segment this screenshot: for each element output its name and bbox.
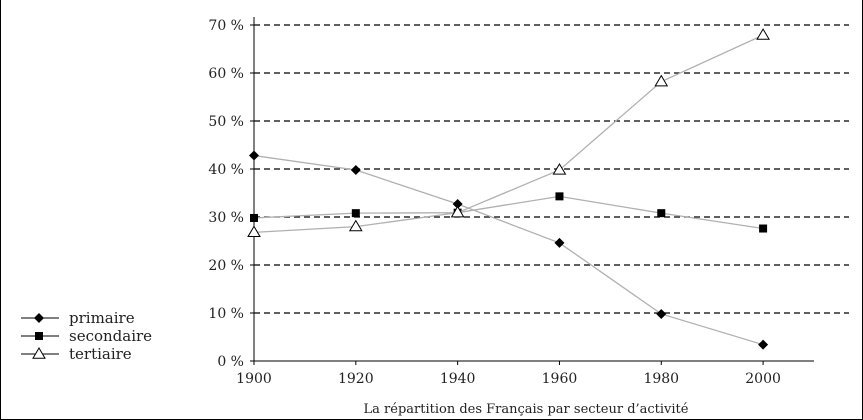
y-tick-label: 0 % [217, 354, 244, 370]
legend-label-tertiaire: tertiaire [69, 345, 132, 363]
data-point-tertiaire [654, 74, 669, 87]
x-tick-label: 1920 [338, 371, 374, 387]
legend-label-secondaire: secondaire [69, 327, 152, 345]
series-line-secondaire [253, 195, 764, 230]
data-point-tertiaire [348, 219, 363, 232]
x-tick-label: 1900 [236, 371, 272, 387]
chart-caption: La répartition des Français par secteur … [364, 402, 689, 417]
y-tick-label: 70 % [208, 18, 244, 34]
series-line-primaire [253, 154, 764, 346]
y-tick-label: 30 % [208, 210, 244, 226]
data-point-tertiaire [552, 162, 567, 175]
series-lines [247, 28, 770, 350]
y-tick-label: 60 % [208, 66, 244, 82]
axes: 0 % 10 % 20 % 30 % 40 % 50 % 60 % 70 % 1900 1920 1… [208, 17, 814, 387]
x-tick-label: 1980 [643, 371, 679, 387]
data-point-primaire [452, 199, 463, 210]
x-tick-label: 1960 [542, 371, 578, 387]
y-tick-label: 20 % [208, 258, 244, 274]
data-point-primaire [350, 164, 361, 175]
data-point-secondaire [759, 224, 768, 233]
y-tick-label: 40 % [208, 162, 244, 178]
data-point-tertiaire [247, 225, 261, 238]
data-point-primaire [554, 237, 565, 248]
data-point-primaire [758, 339, 769, 350]
data-point-tertiaire [450, 205, 465, 218]
series-line-tertiaire [253, 34, 764, 234]
data-point-primaire [656, 308, 667, 319]
legend-marker-primaire [34, 313, 44, 323]
data-point-secondaire [657, 209, 666, 218]
y-tick-label: 10 % [208, 306, 244, 322]
data-point-secondaire [351, 209, 360, 218]
data-point-tertiaire [756, 28, 770, 40]
data-point-primaire [249, 150, 259, 161]
legend-label-primaire: primaire [69, 309, 135, 327]
data-point-secondaire [555, 192, 564, 201]
x-tick-label: 1940 [440, 371, 476, 387]
x-tick-label: 2000 [745, 371, 781, 387]
gridlines [254, 24, 849, 314]
y-tick-label: 50 % [208, 114, 244, 130]
legend-marker-tertiaire [32, 347, 46, 359]
data-point-secondaire [250, 213, 258, 222]
legend-marker-secondaire [35, 332, 43, 340]
